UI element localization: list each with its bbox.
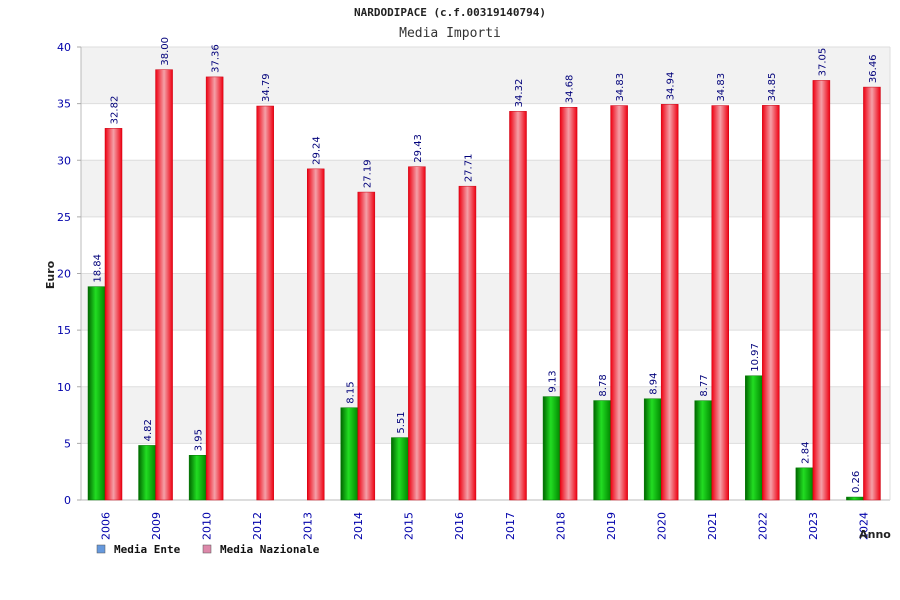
value-label-media-ente: 4.82: [143, 419, 154, 441]
bar-media-ente: [138, 445, 156, 501]
value-label-media-nazionale: 37.05: [817, 48, 828, 77]
bar-media-nazionale: [104, 128, 123, 501]
bar-media-ente: [593, 400, 611, 501]
bar-media-ente: [745, 375, 763, 501]
value-label-media-nazionale: 34.79: [261, 73, 272, 102]
bar-media-nazionale: [610, 105, 628, 501]
value-label-media-ente: 18.84: [93, 254, 104, 283]
value-label-media-ente: 8.77: [699, 374, 710, 396]
bar-media-ente: [643, 398, 662, 501]
x-tick-label: 2023: [807, 512, 820, 540]
value-label-media-nazionale: 34.68: [565, 75, 576, 104]
bar-media-nazionale: [155, 69, 173, 501]
y-tick-label: 0: [64, 494, 71, 507]
y-tick-label: 5: [64, 437, 71, 450]
chart-title: NARDODIPACE (c.f.00319140794): [354, 6, 546, 19]
y-tick-label: 30: [57, 154, 71, 167]
bar-media-ente: [846, 496, 864, 501]
y-tick-label: 10: [57, 381, 71, 394]
value-label-media-nazionale: 37.36: [211, 44, 222, 73]
x-tick-label: 2006: [99, 512, 112, 540]
bar-media-ente: [694, 400, 712, 501]
value-label-media-nazionale: 36.46: [868, 54, 879, 83]
y-tick-label: 15: [57, 324, 71, 337]
x-axis-ticks: 2006 2009 2010 2012 2013 2014 2015 2016 2017 2018…: [99, 512, 870, 540]
bar-media-nazionale: [408, 166, 426, 501]
value-label-media-ente: 3.95: [194, 429, 205, 451]
x-tick-label: 2014: [352, 512, 365, 540]
bar-media-ente: [87, 286, 106, 501]
x-tick-label: 2017: [504, 512, 517, 540]
value-label-media-nazionale: 27.19: [362, 159, 373, 188]
x-tick-label: 2013: [302, 512, 315, 540]
x-tick-label: 2020: [655, 512, 668, 540]
value-label-media-nazionale: 34.85: [767, 73, 778, 102]
legend-label-media-nazionale: Media Nazionale: [220, 543, 320, 556]
value-label-media-ente: 8.78: [598, 374, 609, 396]
x-tick-label: 2015: [403, 512, 416, 540]
y-axis-label: Euro: [44, 260, 57, 289]
value-label-media-nazionale: 32.82: [110, 96, 121, 125]
value-label-media-ente: 10.97: [750, 343, 761, 372]
value-label-media-ente: 8.15: [345, 381, 356, 403]
value-label-media-nazionale: 38.00: [160, 37, 171, 66]
chart-subtitle: Media Importi: [399, 26, 501, 41]
bar-media-nazionale: [357, 191, 376, 501]
bar-media-ente: [340, 407, 359, 501]
bar-media-nazionale: [711, 105, 729, 501]
x-tick-label: 2018: [554, 512, 567, 540]
bar-media-ente: [391, 437, 409, 501]
x-tick-label: 2012: [251, 512, 264, 540]
legend-label-media-ente: Media Ente: [114, 543, 181, 556]
bar-media-nazionale: [458, 185, 477, 501]
x-tick-label: 2019: [605, 512, 618, 540]
x-tick-label: 2009: [150, 512, 163, 540]
value-label-media-ente: 5.51: [396, 411, 407, 433]
legend: Media Ente Media Nazionale: [96, 543, 320, 556]
bar-media-nazionale: [559, 106, 578, 501]
bars: [87, 69, 881, 501]
legend-swatch-media-nazionale: [202, 544, 212, 554]
y-tick-label: 20: [57, 268, 71, 281]
x-tick-label: 2016: [453, 512, 466, 540]
value-label-media-ente: 0.26: [851, 471, 862, 493]
value-label-media-ente: 8.94: [649, 372, 660, 394]
bar-media-nazionale: [863, 86, 881, 501]
legend-swatch-media-ente: [96, 544, 106, 554]
value-label-media-nazionale: 29.24: [312, 136, 323, 165]
x-tick-label: 2021: [706, 512, 719, 540]
bar-media-ente: [795, 467, 814, 501]
bar-media-nazionale: [660, 104, 679, 501]
y-tick-label: 35: [57, 98, 71, 111]
value-label-media-nazionale: 34.32: [514, 79, 525, 108]
bar-media-ente: [542, 396, 561, 501]
value-label-media-ente: 9.13: [548, 370, 559, 392]
value-label-media-nazionale: 34.94: [666, 72, 677, 101]
x-tick-label: 2024: [858, 512, 871, 540]
y-axis-ticks: 0 5 10 15 20 25 30 35 40: [57, 41, 81, 507]
x-tick-label: 2022: [757, 512, 770, 540]
value-label-media-nazionale: 29.43: [413, 134, 424, 163]
bar-media-ente: [188, 455, 207, 501]
bar-media-nazionale: [762, 105, 780, 501]
value-label-media-nazionale: 34.83: [615, 73, 626, 102]
x-axis-label: Anno: [859, 528, 891, 541]
bar-media-nazionale: [509, 111, 527, 501]
value-label-media-nazionale: 27.71: [463, 154, 474, 183]
y-tick-label: 25: [57, 211, 71, 224]
bar-media-nazionale: [307, 168, 325, 501]
x-tick-label: 2010: [200, 512, 213, 540]
value-label-media-nazionale: 34.83: [716, 73, 727, 102]
y-tick-label: 40: [57, 41, 71, 54]
value-label-media-ente: 2.84: [800, 442, 811, 464]
data-labels: 18.84 32.82 4.82 38.00 3.95 37.36 34.79 29.24 8.…: [93, 37, 879, 493]
bar-media-nazionale: [256, 105, 274, 501]
bar-media-nazionale: [812, 80, 831, 501]
bar-media-nazionale: [205, 76, 224, 501]
